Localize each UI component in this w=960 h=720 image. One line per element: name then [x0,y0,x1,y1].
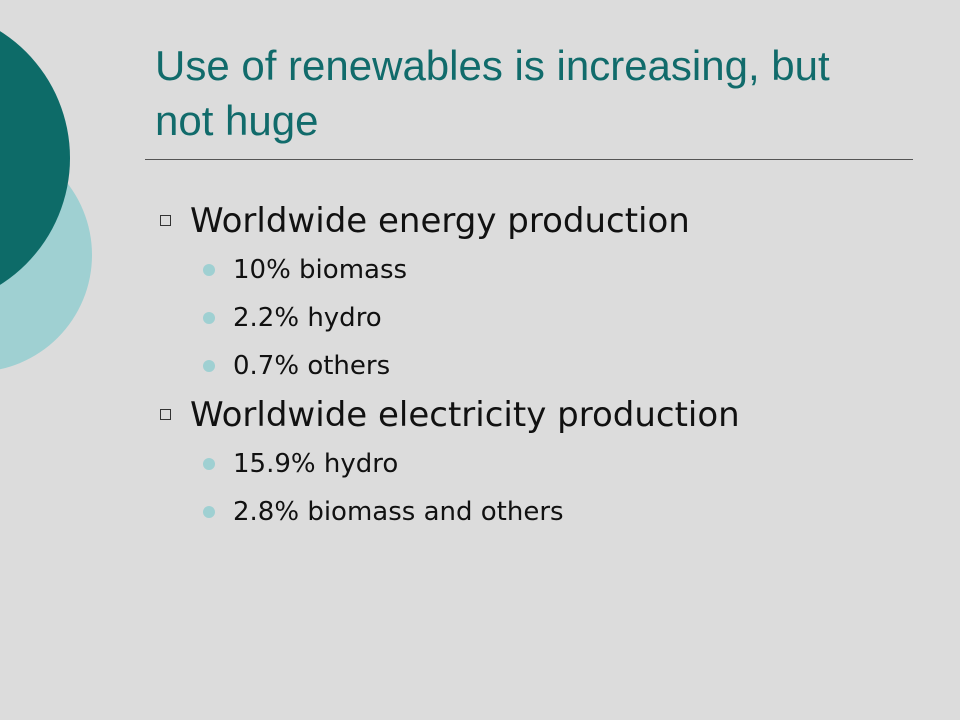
sub-bullet-item: 2.2% hydro [0,294,740,342]
bullet-marker [160,409,171,420]
sub-bullet-text: 0.7% others [233,351,391,381]
title-rule [145,159,913,160]
sub-bullet-text: 2.8% biomass and others [233,497,564,527]
dark-circle [0,31,70,285]
sub-bullet-item: 2.8% biomass and others [0,488,740,536]
bullet-text: Worldwide electricity production [190,395,740,435]
sub-bullet-marker [203,360,215,372]
sub-bullet-marker [203,506,215,518]
sub-bullet-text: 2.2% hydro [233,303,382,333]
slide-title: Use of renewables is increasing, but not… [155,42,830,144]
sub-bullet-item: 15.9% hydro [0,440,740,488]
bullet-text: Worldwide energy production [190,201,690,241]
bullet-list: Worldwide energy production 10% biomass 2.… [0,196,740,536]
sub-bullet-text: 10% biomass [233,255,408,285]
sub-bullet-text: 15.9% hydro [233,449,399,479]
bullet-item: Worldwide energy production [0,196,740,246]
sub-bullet-item: 10% biomass [0,246,740,294]
sub-bullet-marker [203,458,215,470]
bullet-marker [160,215,171,226]
sub-bullet-marker [203,312,215,324]
bullet-item: Worldwide electricity production [0,390,740,440]
decoration [0,31,92,370]
sub-bullet-item: 0.7% others [0,342,740,390]
sub-bullet-marker [203,264,215,276]
